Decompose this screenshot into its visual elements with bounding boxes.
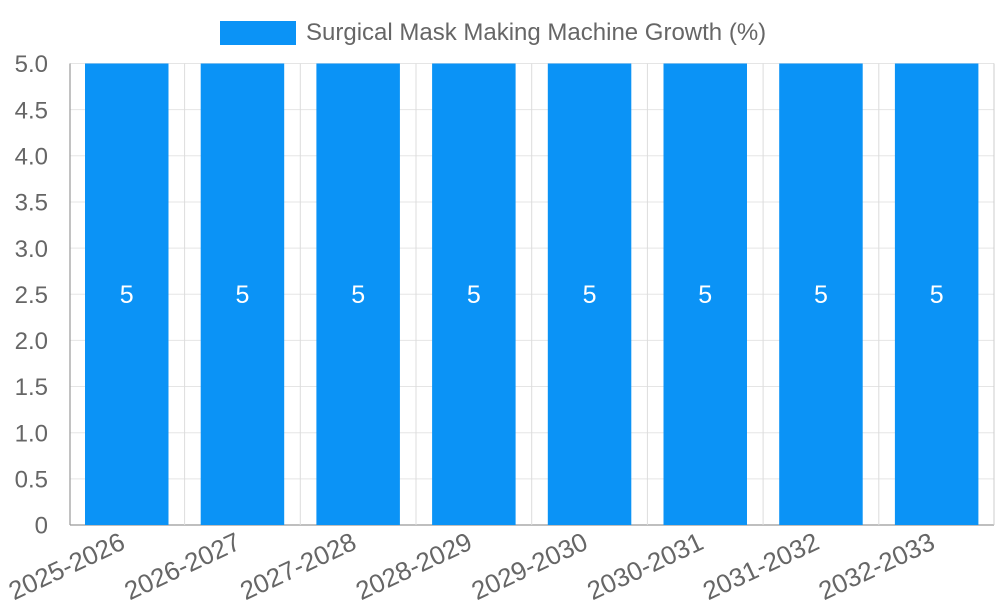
- svg-text:5: 5: [467, 281, 481, 309]
- svg-text:0: 0: [35, 513, 48, 540]
- svg-text:4.5: 4.5: [15, 97, 48, 124]
- svg-text:5: 5: [120, 281, 134, 309]
- svg-text:5: 5: [930, 281, 944, 309]
- svg-text:4.0: 4.0: [15, 143, 48, 170]
- svg-text:5: 5: [814, 281, 828, 309]
- svg-text:5: 5: [698, 281, 712, 309]
- svg-text:3.0: 3.0: [15, 236, 48, 263]
- svg-text:2031-2032: 2031-2032: [698, 526, 823, 600]
- svg-text:2030-2031: 2030-2031: [582, 526, 707, 600]
- svg-text:2032-2033: 2032-2033: [814, 526, 939, 600]
- svg-text:5: 5: [583, 281, 597, 309]
- svg-text:5: 5: [235, 281, 249, 309]
- svg-text:2025-2026: 2025-2026: [4, 526, 129, 600]
- svg-text:2.0: 2.0: [15, 328, 48, 355]
- svg-text:2026-2027: 2026-2027: [120, 526, 245, 600]
- svg-text:2029-2030: 2029-2030: [467, 526, 592, 600]
- svg-text:2.5: 2.5: [15, 282, 48, 309]
- svg-text:5: 5: [351, 281, 365, 309]
- svg-text:1.0: 1.0: [15, 420, 48, 447]
- svg-text:2027-2028: 2027-2028: [235, 526, 360, 600]
- svg-text:2028-2029: 2028-2029: [351, 526, 476, 600]
- svg-text:1.5: 1.5: [15, 374, 48, 401]
- svg-text:0.5: 0.5: [15, 467, 48, 494]
- svg-text:5.0: 5.0: [15, 51, 48, 78]
- svg-text:3.5: 3.5: [15, 190, 48, 217]
